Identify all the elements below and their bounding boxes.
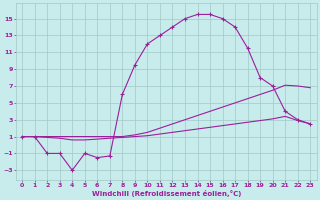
X-axis label: Windchill (Refroidissement éolien,°C): Windchill (Refroidissement éolien,°C) — [92, 190, 241, 197]
